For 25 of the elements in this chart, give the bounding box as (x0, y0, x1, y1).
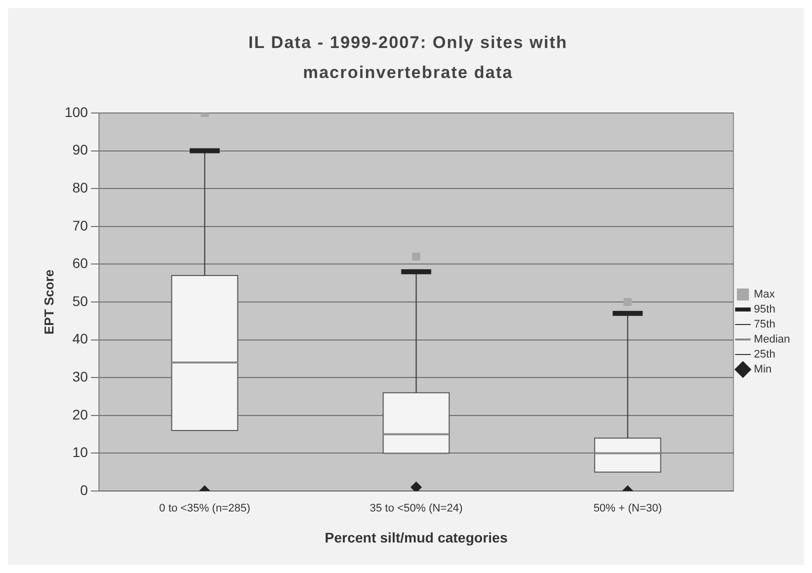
x-axis-title: Percent silt/mud categories (324, 529, 508, 546)
x-tick-label: 0 to <35% (n=285) (159, 502, 250, 515)
chart-title: IL Data - 1999-2007: Only sites with macroinvertebrate data (247, 32, 569, 84)
legend-label: Min (754, 364, 772, 376)
y-tick-label: 70 (72, 217, 88, 234)
text: 75th (754, 318, 776, 331)
legend-label: Max (754, 288, 776, 301)
y-tick-label: 80 (72, 179, 88, 196)
y-tick-label: 60 (72, 255, 88, 272)
point (624, 298, 632, 306)
text: 95th (754, 304, 776, 316)
text: Median (754, 334, 790, 346)
y-axis-title: EPT Score (41, 269, 56, 335)
y-tick-label: 10 (72, 444, 88, 460)
y-tick-label: 30 (72, 368, 88, 384)
y-tick-label: 0 (80, 482, 88, 498)
x-tick-label: 50% + (N=30) (593, 502, 662, 515)
y-tick-label: 100 (64, 104, 88, 120)
x-tick-label: 35 to <50% (N=24) (370, 502, 463, 515)
point (412, 252, 420, 261)
y-tick-label: 20 (72, 406, 88, 422)
y-tick-label: 90 (72, 142, 88, 158)
text: 25th (754, 348, 776, 361)
y-tick-label: 50 (72, 292, 88, 309)
y-tick-label: 40 (72, 330, 88, 347)
